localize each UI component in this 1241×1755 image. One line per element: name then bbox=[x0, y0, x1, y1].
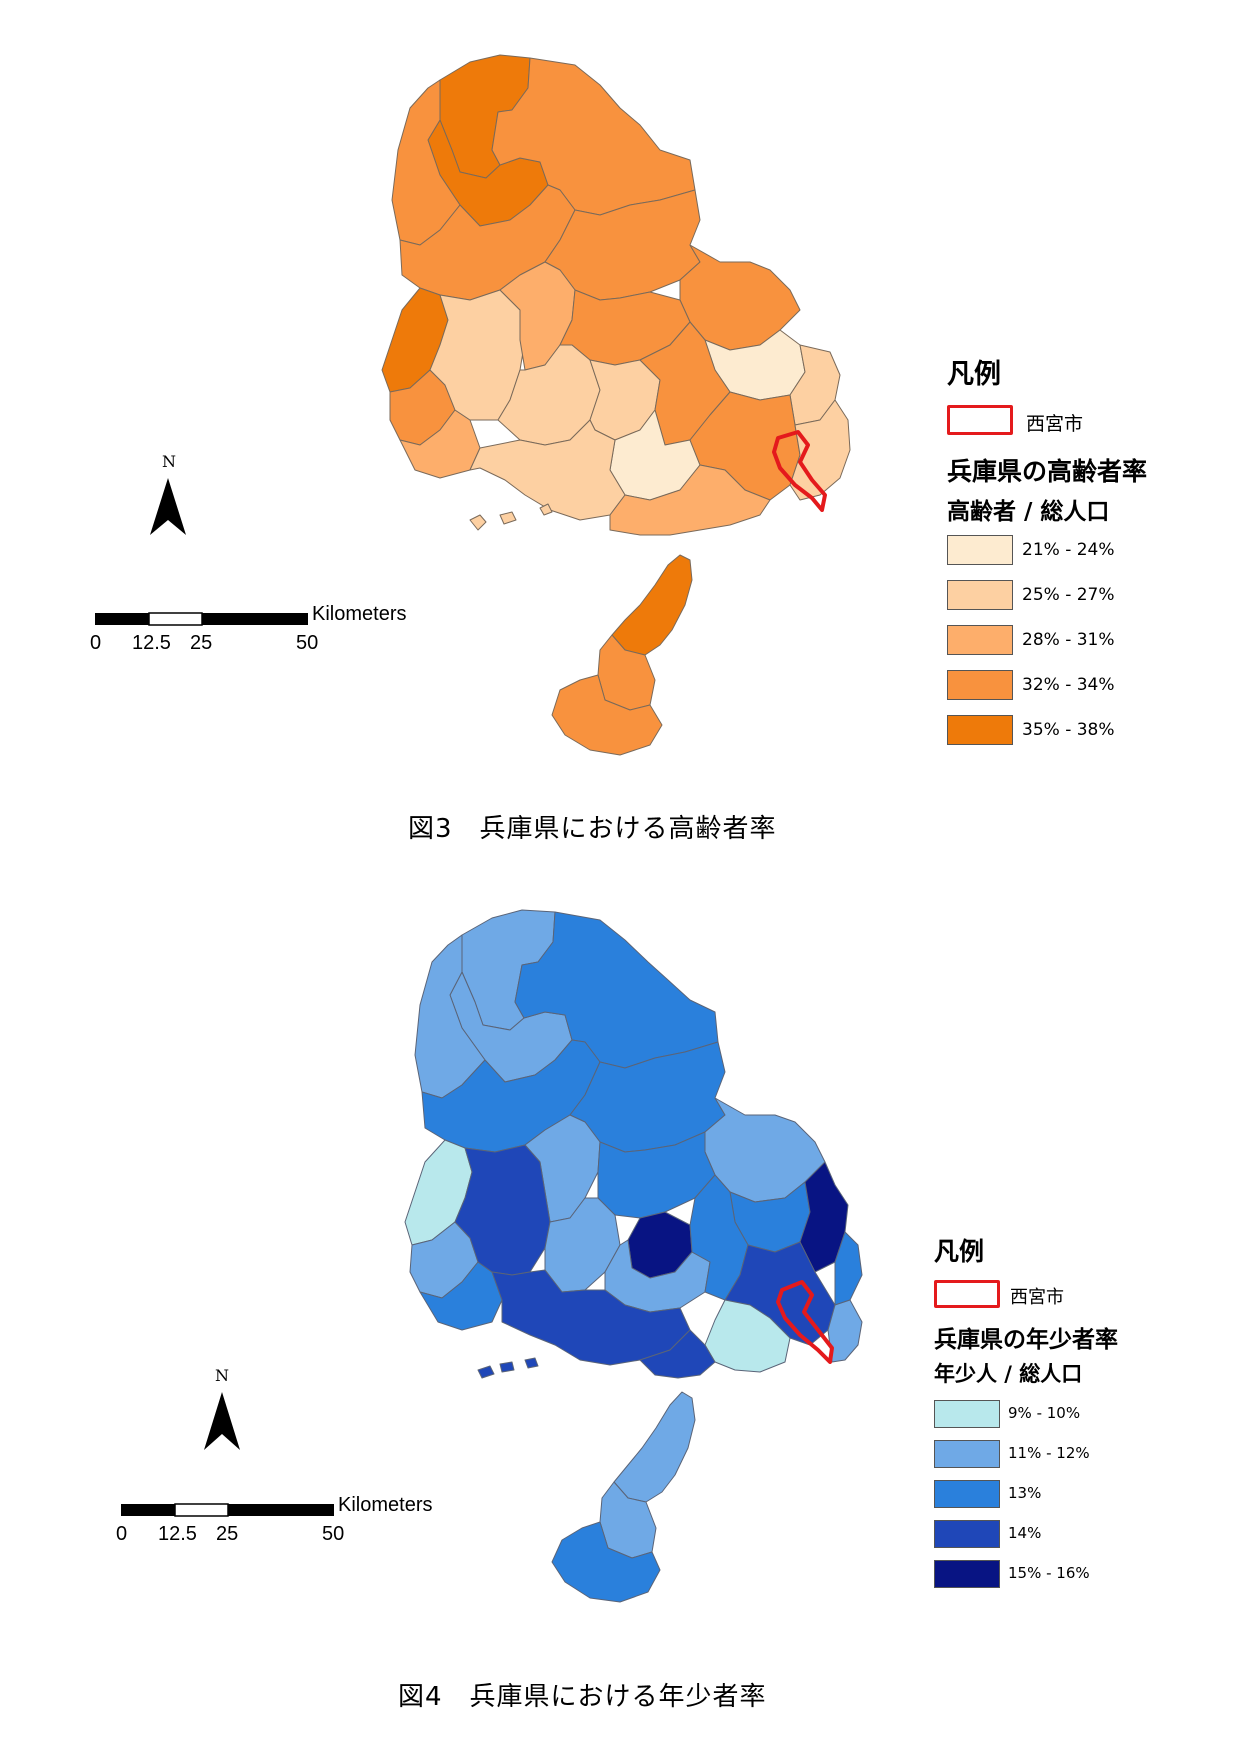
legend-label-2: 11% - 12% bbox=[1008, 1444, 1090, 1462]
legend-subtitle: 高齢者 / 総人口 bbox=[947, 499, 1110, 525]
legend-subtitle: 年少人 / 総人口 bbox=[934, 1362, 1083, 1386]
region-awaji-north bbox=[613, 1391, 696, 1503]
scale-tick-3: 50 bbox=[296, 632, 319, 654]
legend-swatch-2 bbox=[947, 580, 1013, 610]
north-arrow-icon bbox=[204, 1392, 240, 1450]
scale-unit-label: Kilometers bbox=[338, 1494, 433, 1516]
region-south-3 bbox=[689, 1174, 749, 1301]
legend-label-1: 21% - 24% bbox=[1022, 540, 1115, 560]
scale-tick-2: 25 bbox=[190, 632, 213, 654]
region-island-small bbox=[469, 503, 553, 531]
scale-tick-1: 12.5 bbox=[158, 1523, 197, 1545]
legend-swatch-3 bbox=[947, 625, 1013, 655]
scale-unit-label: Kilometers bbox=[312, 603, 407, 625]
legend-label-5: 15% - 16% bbox=[1008, 1564, 1090, 1582]
nishinomiya-highlight bbox=[776, 1280, 834, 1364]
figure3-caption: 図3 兵庫県における高齢者率 bbox=[408, 814, 777, 844]
legend-swatch-2 bbox=[934, 1440, 1000, 1468]
city-label: 西宮市 bbox=[1026, 413, 1084, 435]
legend-swatch-5 bbox=[947, 715, 1013, 745]
legend-label-3: 13% bbox=[1008, 1484, 1042, 1502]
region-coast-1 bbox=[609, 464, 771, 536]
legend-swatch-4 bbox=[934, 1520, 1000, 1548]
figure4-caption: 図4 兵庫県における年少者率 bbox=[398, 1682, 767, 1712]
scale-tick-0: 0 bbox=[116, 1523, 128, 1545]
legend-label-2: 25% - 27% bbox=[1022, 585, 1115, 605]
legend-heading: 凡例 bbox=[947, 359, 1001, 390]
legend-label-3: 28% - 31% bbox=[1022, 630, 1115, 650]
north-label: N bbox=[215, 1366, 229, 1385]
city-highlight-swatch bbox=[947, 405, 1013, 435]
region-southeast-2 bbox=[827, 1299, 863, 1363]
north-label: N bbox=[162, 452, 176, 471]
legend-swatch-4 bbox=[947, 670, 1013, 700]
north-arrow-icon bbox=[150, 478, 186, 535]
scale-bar-figure4 bbox=[121, 1503, 334, 1517]
legend-title: 兵庫県の高齢者率 bbox=[947, 457, 1148, 486]
legend-heading: 凡例 bbox=[934, 1237, 985, 1266]
scale-tick-2: 25 bbox=[216, 1523, 239, 1545]
legend-swatch-1 bbox=[947, 535, 1013, 565]
region-awaji-south bbox=[551, 674, 663, 756]
scale-bar-figure3 bbox=[95, 612, 308, 626]
legend-label-5: 35% - 38% bbox=[1022, 720, 1115, 740]
region-coast-1 bbox=[704, 1299, 791, 1373]
legend-label-1: 9% - 10% bbox=[1008, 1404, 1081, 1422]
legend-swatch-1 bbox=[934, 1400, 1000, 1428]
scale-tick-3: 50 bbox=[322, 1523, 345, 1545]
region-west-3 bbox=[399, 409, 481, 479]
scale-tick-0: 0 bbox=[90, 632, 102, 654]
legend-label-4: 14% bbox=[1008, 1524, 1042, 1542]
region-island-small bbox=[477, 1357, 539, 1379]
legend-swatch-3 bbox=[934, 1480, 1000, 1508]
region-coast-2 bbox=[639, 1329, 716, 1379]
region-south-5 bbox=[491, 1269, 691, 1366]
legend-swatch-5 bbox=[934, 1560, 1000, 1588]
nishinomiya-highlight bbox=[772, 430, 827, 512]
city-highlight-swatch bbox=[934, 1280, 1000, 1308]
legend-title: 兵庫県の年少者率 bbox=[934, 1327, 1118, 1353]
region-southeast-2 bbox=[789, 399, 851, 501]
city-label: 西宮市 bbox=[1010, 1287, 1064, 1308]
scale-tick-1: 12.5 bbox=[132, 632, 171, 654]
region-awaji-south bbox=[551, 1521, 661, 1603]
legend-label-4: 32% - 34% bbox=[1022, 675, 1115, 695]
